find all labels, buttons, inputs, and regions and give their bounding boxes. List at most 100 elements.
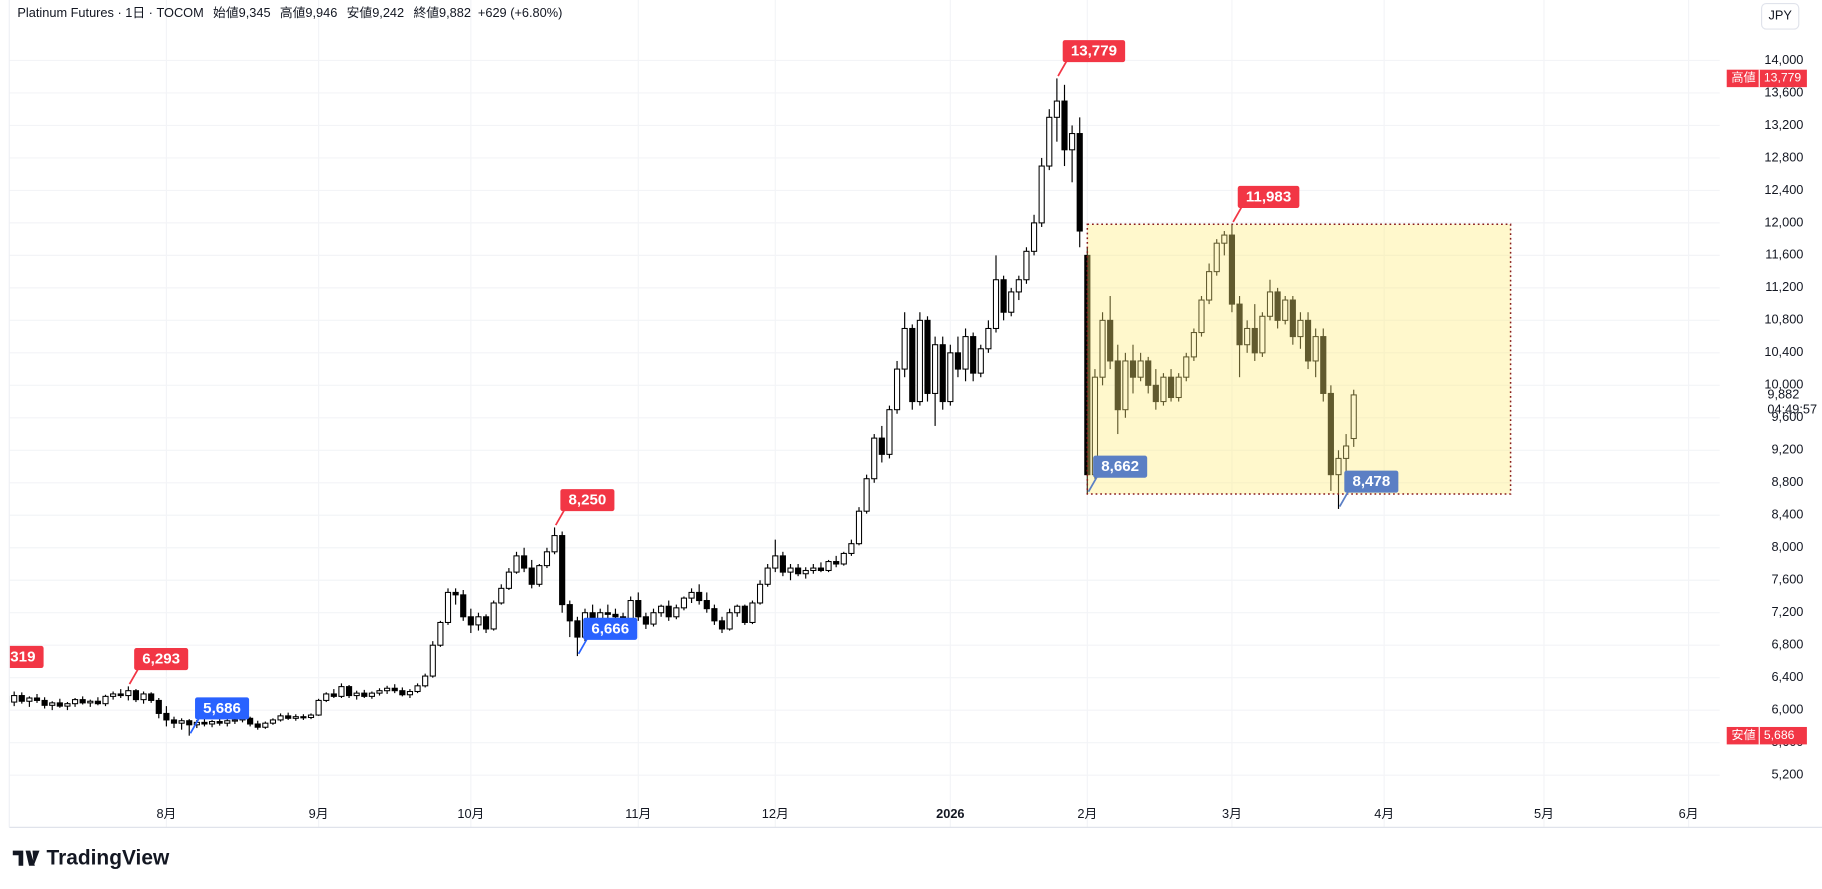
x-tick-label: 8月 bbox=[156, 806, 176, 821]
x-tick-label: 6月 bbox=[1679, 806, 1699, 821]
candle-body bbox=[300, 716, 307, 719]
label-pointer bbox=[1087, 474, 1099, 493]
axis-tag-name: 高値 bbox=[1731, 70, 1755, 85]
label-pointer bbox=[577, 637, 589, 655]
candle-body bbox=[1221, 234, 1228, 244]
candle-body bbox=[855, 510, 863, 545]
x-tick-label: 4月 bbox=[1374, 806, 1394, 821]
candle-body bbox=[703, 600, 710, 610]
field-value: 9,345 bbox=[239, 5, 271, 20]
label-text: 13,779 bbox=[1071, 43, 1117, 60]
extreme-label: 8,250 bbox=[554, 489, 615, 526]
label-pointer bbox=[554, 508, 566, 526]
candle-body bbox=[977, 348, 984, 374]
candle-body bbox=[954, 352, 962, 370]
currency-label[interactable]: JPY bbox=[1768, 8, 1792, 23]
candle-body bbox=[901, 327, 908, 370]
field-name: 高値 bbox=[280, 5, 306, 20]
candle-body bbox=[992, 279, 1000, 329]
candle-body bbox=[323, 693, 330, 701]
candle-body bbox=[208, 721, 216, 725]
candle-body bbox=[353, 692, 360, 697]
candle-body bbox=[756, 583, 764, 604]
label-text: 6,319 bbox=[0, 649, 35, 666]
candle-body bbox=[1251, 327, 1258, 354]
candle-body bbox=[391, 687, 398, 692]
candle-body bbox=[1198, 299, 1205, 334]
symbol: Platinum Futures · 1日 · TOCOM bbox=[17, 5, 203, 20]
candle-body bbox=[635, 600, 642, 618]
candle-body bbox=[1160, 376, 1167, 403]
candle-body bbox=[658, 605, 665, 614]
extreme-label: 6,293 bbox=[128, 648, 189, 685]
candle-body bbox=[33, 697, 41, 701]
extreme-label: 13,779 bbox=[1057, 40, 1126, 77]
candle-body bbox=[1206, 271, 1213, 301]
y-tick-label: 9,200 bbox=[1771, 442, 1803, 457]
candle-body bbox=[1099, 319, 1106, 378]
candle-body bbox=[673, 607, 680, 618]
label-box bbox=[134, 648, 189, 671]
candle-body bbox=[924, 319, 931, 394]
y-tick-label: 6,000 bbox=[1771, 702, 1803, 717]
candle-body bbox=[566, 604, 573, 622]
candle-body bbox=[612, 613, 619, 618]
extreme-label: 11,983 bbox=[1232, 185, 1300, 223]
x-tick-label: 12月 bbox=[762, 806, 789, 821]
candle-body bbox=[437, 621, 444, 646]
candle-body bbox=[26, 697, 33, 702]
candle-body bbox=[1282, 299, 1289, 321]
candle-body bbox=[734, 605, 741, 614]
currency-button[interactable] bbox=[1760, 2, 1800, 30]
candle-body bbox=[247, 717, 254, 725]
label-box bbox=[583, 617, 638, 640]
candle-body bbox=[970, 336, 977, 374]
label-box bbox=[195, 697, 250, 720]
candle-body bbox=[140, 693, 147, 701]
field-value: 9,882 bbox=[439, 5, 471, 20]
candle-body bbox=[368, 692, 375, 697]
candle-body bbox=[71, 699, 79, 705]
candle-body bbox=[1015, 279, 1022, 293]
extreme-label: 5,686 bbox=[189, 697, 250, 734]
y-tick-label: 8,000 bbox=[1771, 539, 1803, 554]
candle-body bbox=[1069, 133, 1076, 151]
candle-body bbox=[878, 437, 885, 455]
candle-body bbox=[505, 571, 512, 589]
candle-body bbox=[871, 437, 878, 480]
label-box bbox=[1062, 40, 1126, 63]
x-tick-label: 2月 bbox=[1077, 806, 1097, 821]
y-tick-label: 10,000 bbox=[1764, 377, 1803, 392]
candle-body bbox=[939, 344, 946, 403]
candle-body bbox=[528, 567, 535, 585]
candle-body bbox=[11, 695, 18, 703]
candle-body bbox=[680, 597, 688, 609]
label-box bbox=[9, 645, 44, 669]
candle-body bbox=[170, 719, 178, 724]
candle-body bbox=[231, 719, 238, 722]
candle-body bbox=[18, 695, 25, 702]
candle-body bbox=[1259, 315, 1266, 354]
candle-body bbox=[224, 720, 231, 724]
brand-name: TradingView bbox=[46, 846, 170, 869]
candle-body bbox=[772, 555, 779, 569]
y-tick-label: 12,400 bbox=[1764, 182, 1803, 197]
candle-body bbox=[414, 685, 421, 693]
y-tick-label: 13,600 bbox=[1764, 84, 1803, 99]
candle-body bbox=[513, 555, 520, 573]
candle-body bbox=[338, 686, 345, 697]
candle-body bbox=[1274, 291, 1281, 321]
candle-body bbox=[1167, 376, 1175, 399]
y-tick-label: 9,600 bbox=[1771, 409, 1803, 424]
candle-body bbox=[406, 690, 414, 696]
label-pointer bbox=[189, 716, 201, 734]
candle-body bbox=[102, 695, 109, 705]
candle-body bbox=[155, 699, 162, 714]
extreme-label: 8,478 bbox=[1338, 470, 1399, 508]
candle-body bbox=[696, 591, 703, 602]
candle-body bbox=[810, 567, 817, 572]
candle-body bbox=[1023, 250, 1030, 281]
candle-body bbox=[985, 327, 992, 350]
candle-body bbox=[1213, 242, 1220, 273]
